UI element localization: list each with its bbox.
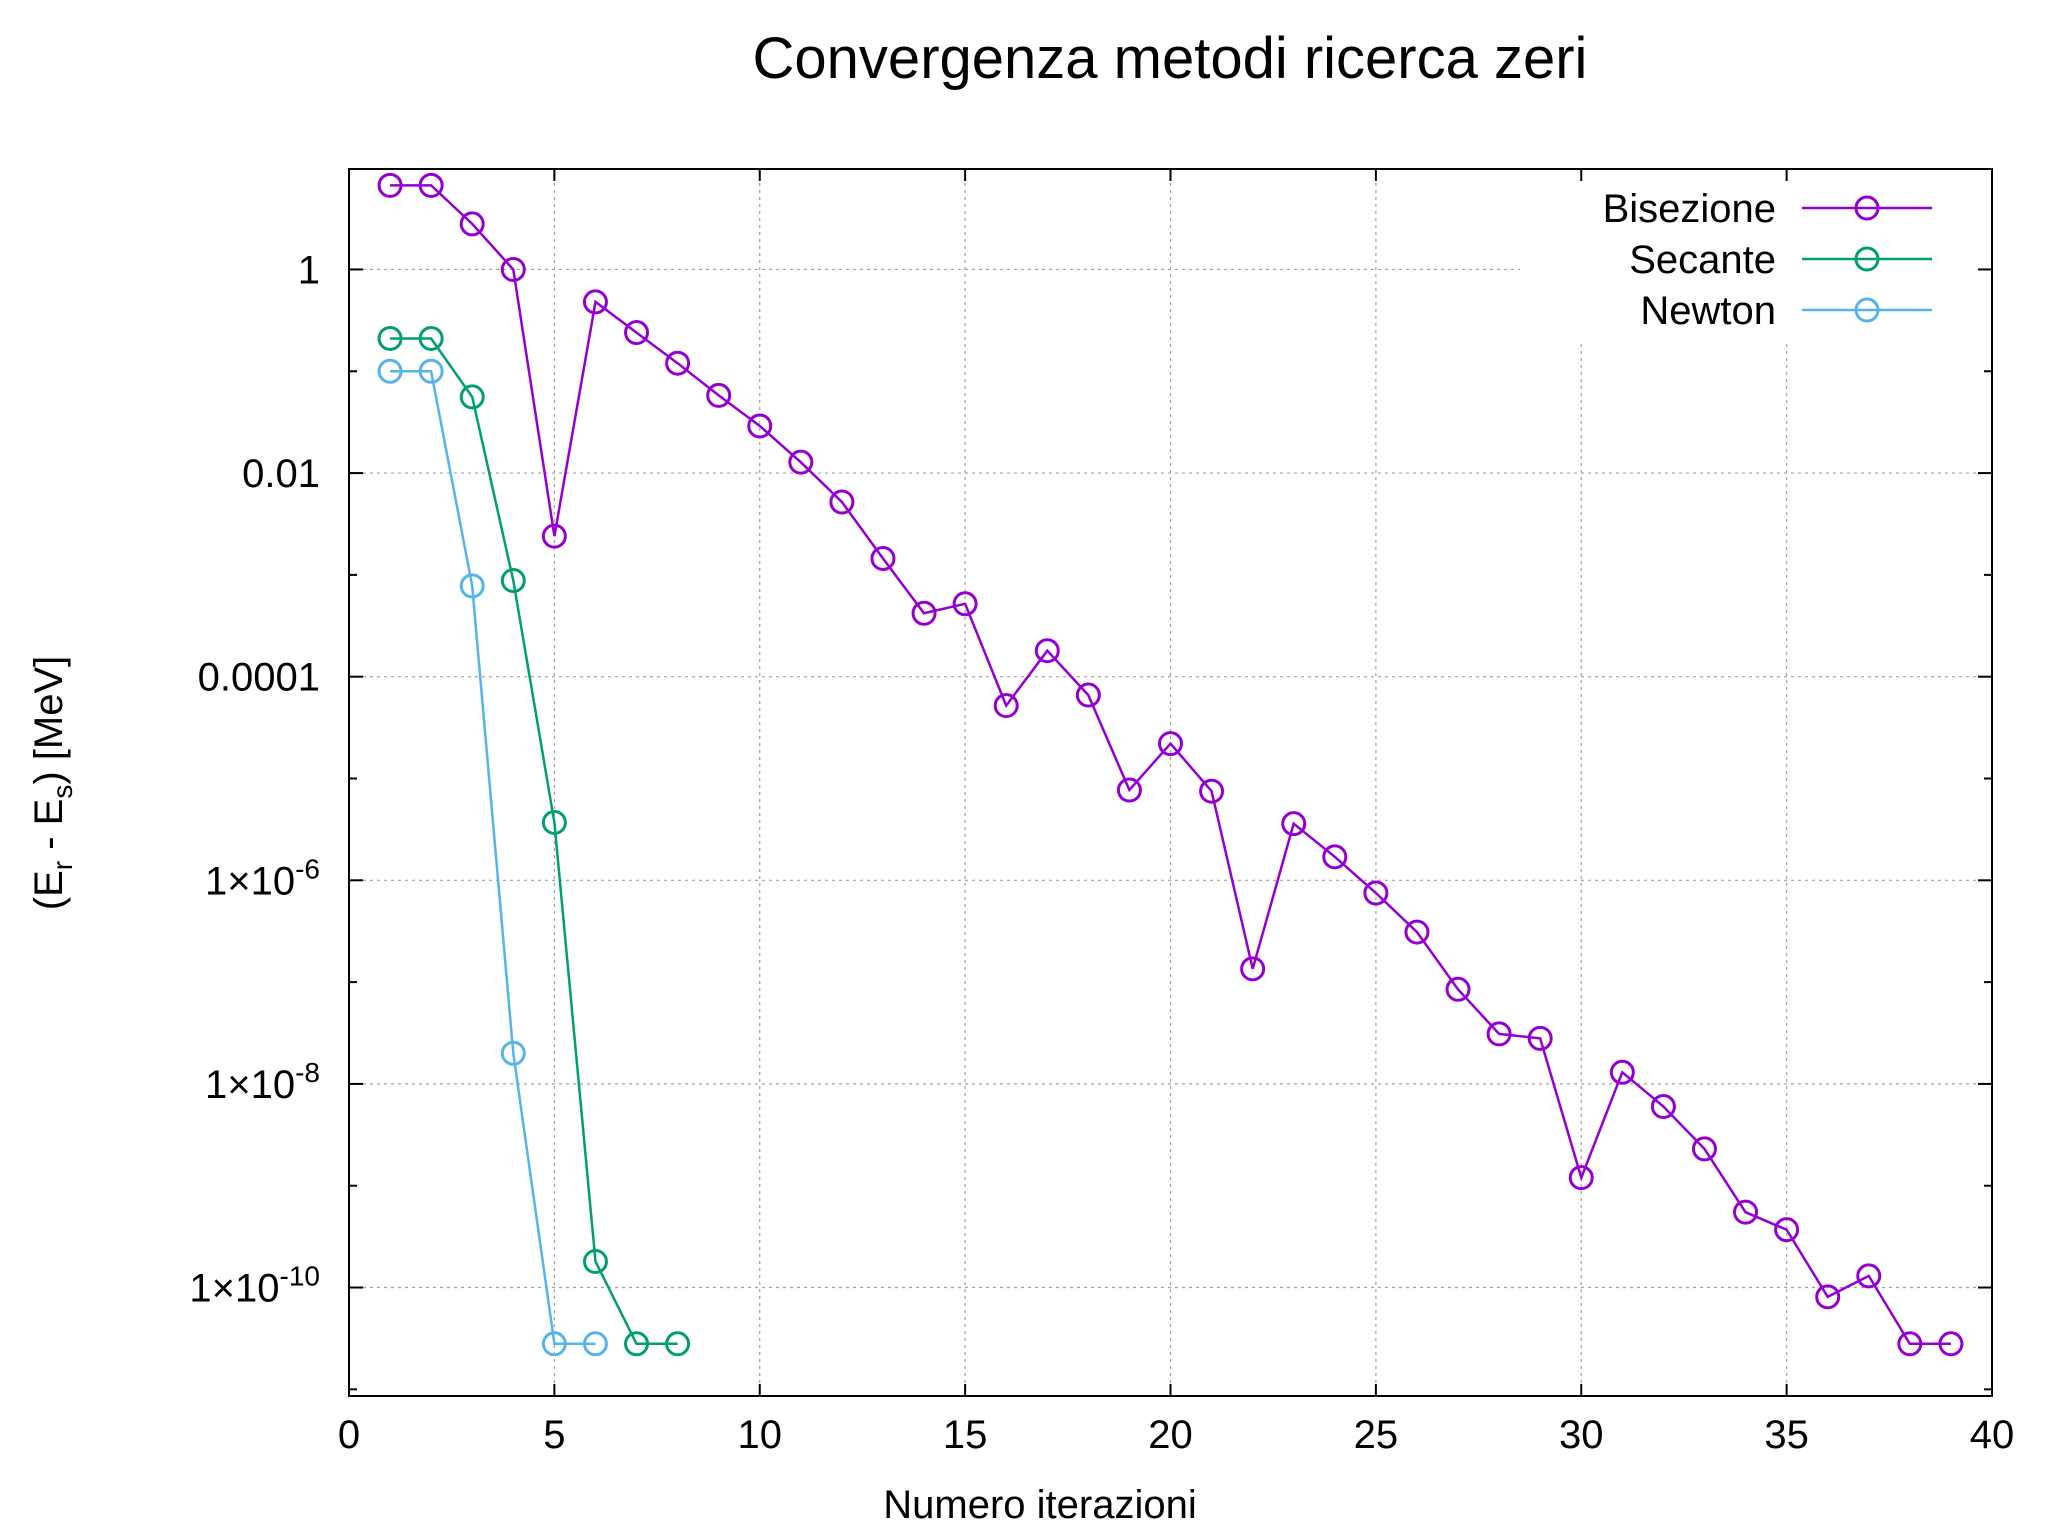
x-tick-label: 10: [738, 1413, 783, 1457]
data-point-bisezione: [1856, 1263, 1882, 1289]
legend: Bisezione Secante Newton: [1520, 172, 1986, 340]
x-tick-label: 30: [1559, 1413, 1604, 1457]
x-tick-label: 5: [543, 1413, 565, 1457]
data-point-bisezione: [829, 489, 855, 515]
data-point-bisezione: [624, 320, 650, 346]
x-tick-label: 40: [1970, 1413, 2015, 1457]
data-point-newton: [500, 1040, 526, 1066]
y-axis-label-mid: - E: [27, 799, 71, 861]
x-tick-label: 0: [338, 1413, 360, 1457]
data-point-secante: [418, 325, 444, 351]
data-point-bisezione: [1199, 778, 1225, 804]
data-point-bisezione: [1897, 1331, 1923, 1357]
legend-label-newton: Newton: [1640, 289, 1776, 333]
data-point-bisezione: [870, 545, 896, 571]
y-tick-label: 0.0001: [198, 656, 320, 700]
data-point-bisezione: [1486, 1021, 1512, 1047]
data-point-bisezione: [911, 600, 937, 626]
data-point-bisezione: [459, 211, 485, 237]
data-point-newton: [377, 358, 403, 384]
legend-background: [1520, 172, 1986, 340]
legend-marker-newton: [1854, 297, 1880, 323]
data-point-newton: [582, 1331, 608, 1357]
data-point-bisezione: [418, 172, 444, 198]
data-point-bisezione: [1774, 1217, 1800, 1243]
data-point-bisezione: [377, 172, 403, 198]
data-point-bisezione: [1568, 1165, 1594, 1191]
data-point-secante: [500, 568, 526, 594]
data-point-bisezione: [665, 350, 691, 376]
data-point-bisezione: [1938, 1331, 1964, 1357]
data-point-bisezione: [582, 289, 608, 315]
y-axis-label: (Er - Es) [MeV]: [27, 656, 78, 910]
x-tick-label: 20: [1148, 1413, 1193, 1457]
series-newton: [377, 358, 608, 1357]
series-line-newton: [390, 370, 596, 1346]
series-line-bisezione: [390, 184, 1951, 1346]
data-point-bisezione: [1034, 638, 1060, 664]
data-point-secante: [541, 809, 567, 835]
grid-layer: [349, 169, 1992, 1396]
data-point-newton: [418, 358, 444, 384]
y-axis-label-sub2: s: [47, 785, 78, 799]
data-point-bisezione: [1650, 1093, 1676, 1119]
data-point-newton: [541, 1331, 567, 1357]
data-point-bisezione: [1609, 1059, 1635, 1085]
x-tick-label: 35: [1764, 1413, 1809, 1457]
data-point-bisezione: [1691, 1136, 1717, 1162]
data-point-secante: [665, 1331, 691, 1357]
data-point-bisezione: [1322, 844, 1348, 870]
series-layer: [377, 172, 1964, 1357]
series-bisezione: [377, 172, 1964, 1357]
data-point-bisezione: [500, 256, 526, 282]
legend-label-bisezione: Bisezione: [1603, 187, 1776, 231]
x-tick-label: 15: [943, 1413, 988, 1457]
y-tick-label: 1×10-8: [205, 1057, 320, 1107]
data-point-bisezione: [706, 382, 732, 408]
legend-marker-bisezione: [1854, 195, 1880, 221]
y-tick-label: 1×10-10: [189, 1261, 320, 1311]
data-point-bisezione: [1281, 811, 1307, 837]
data-point-bisezione: [1733, 1199, 1759, 1225]
data-point-bisezione: [1240, 956, 1266, 982]
data-point-secante: [624, 1331, 650, 1357]
y-tick-label: 0.01: [242, 452, 320, 496]
y-axis-label-sub1: r: [47, 861, 78, 870]
y-tick-label: 1: [298, 248, 320, 292]
x-tick-label: 25: [1354, 1413, 1399, 1457]
data-point-secante: [582, 1249, 608, 1275]
data-point-bisezione: [1815, 1284, 1841, 1310]
data-point-bisezione: [1363, 880, 1389, 906]
y-tick-label: 1×10-6: [205, 853, 320, 903]
data-point-bisezione: [1404, 919, 1430, 945]
legend-label-secante: Secante: [1629, 238, 1776, 282]
data-point-bisezione: [747, 413, 773, 439]
x-axis-label: Numero iterazioni: [883, 1483, 1196, 1527]
y-axis-label-open: (E: [27, 870, 71, 910]
data-point-bisezione: [993, 693, 1019, 719]
series-secante: [377, 325, 691, 1357]
data-point-bisezione: [1075, 682, 1101, 708]
data-point-bisezione: [1116, 777, 1142, 803]
data-point-bisezione: [1445, 976, 1471, 1002]
chart-title: Convergenza metodi ricerca zeri: [753, 26, 1588, 91]
data-point-bisezione: [1527, 1025, 1553, 1051]
y-axis-label-close: ) [MeV]: [27, 656, 71, 785]
data-point-bisezione: [788, 449, 814, 475]
tick-layer: 0 5 10 15 20 25 30 35 40 1 0.01 0.0001 1×10-6 1×10-8 1…: [189, 169, 2014, 1457]
legend-marker-secante: [1854, 246, 1880, 272]
data-point-bisezione: [952, 591, 978, 617]
data-point-secante: [459, 384, 485, 410]
data-point-newton: [459, 573, 485, 599]
data-point-bisezione: [1158, 731, 1183, 757]
data-point-secante: [377, 325, 403, 351]
data-point-bisezione: [541, 523, 567, 549]
